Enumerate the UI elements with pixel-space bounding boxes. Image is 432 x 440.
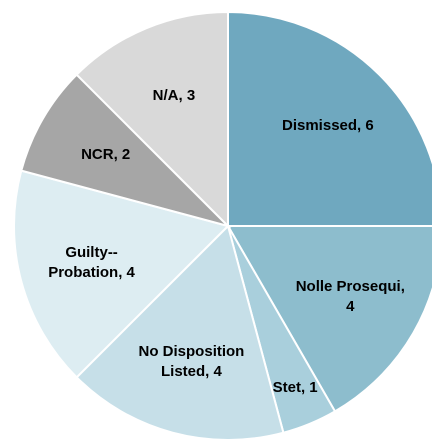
data-label-box: NCR, 2 <box>81 146 131 164</box>
data-label-box: Stet, 1 <box>272 379 318 397</box>
pie-slice <box>227 10 432 227</box>
pie-slice <box>75 224 285 440</box>
data-label: N/A, 3 <box>152 86 196 104</box>
pie-slice <box>13 169 230 379</box>
pie-slice <box>226 225 432 413</box>
data-label: Guilty--Probation, 4 <box>48 243 135 281</box>
data-label-box: No Disposition Listed, 4 <box>138 343 245 381</box>
pie-slice <box>20 73 232 228</box>
data-label-box: N/A, 3 <box>152 86 196 104</box>
data-label-box: Nolle Prosequi, 4 <box>295 277 405 315</box>
data-label: Dismissed, 6 <box>282 117 374 135</box>
data-label: Nolle Prosequi, 4 <box>295 277 405 315</box>
data-label: No Disposition Listed, 4 <box>138 343 245 381</box>
data-label-box: Guilty--Probation, 4 <box>48 243 135 281</box>
data-label: Stet, 1 <box>272 379 318 397</box>
data-label: NCR, 2 <box>81 146 131 164</box>
data-label-box: Dismissed, 6 <box>282 117 374 135</box>
pie-slice <box>75 10 229 229</box>
